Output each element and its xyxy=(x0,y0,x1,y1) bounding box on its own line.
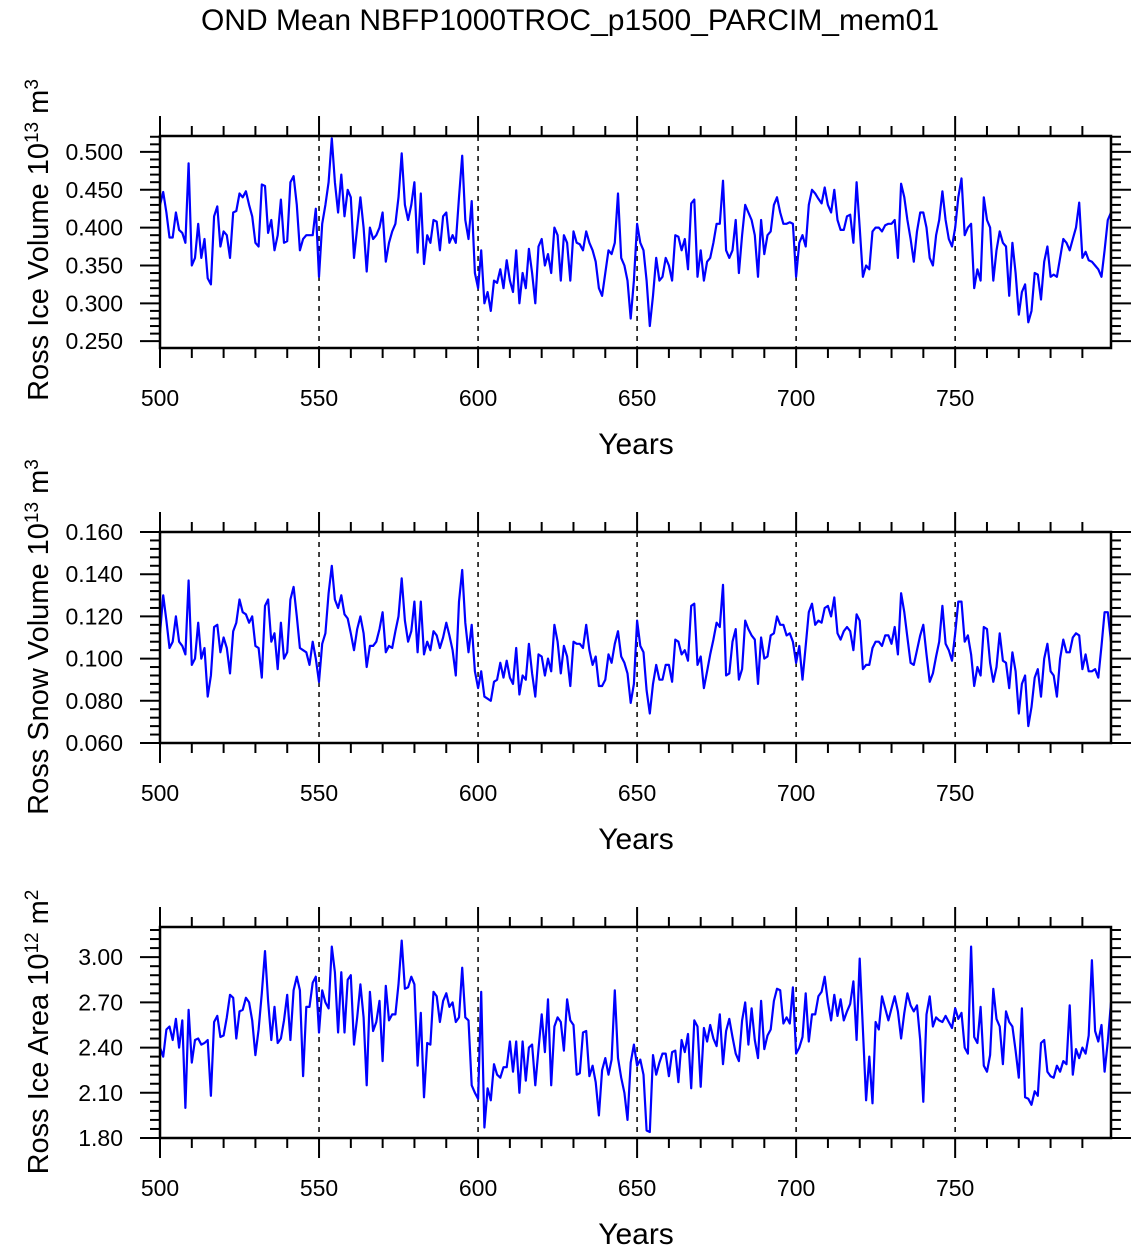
x-tick-label: 750 xyxy=(936,780,974,806)
plot-frame xyxy=(158,925,1113,1140)
y-tick-label: 1.80 xyxy=(78,1125,123,1151)
y-axis-label-ice-volume: Ross Ice Volume 1013 m3 xyxy=(22,79,56,401)
y-label-text: m xyxy=(23,90,55,122)
x-tick-label: 500 xyxy=(141,780,179,806)
y-tick-label: 2.10 xyxy=(78,1080,123,1106)
y-label-exponent: 3 xyxy=(22,79,43,90)
y-tick-label: 0.500 xyxy=(65,139,123,165)
y-tick-label: 0.060 xyxy=(65,730,123,756)
y-tick-label: 0.160 xyxy=(65,519,123,545)
y-tick-label: 0.300 xyxy=(65,290,123,316)
x-tick-label: 700 xyxy=(777,780,815,806)
x-tick-label: 700 xyxy=(777,385,815,411)
y-label-text: Ross Snow Volume 10 xyxy=(23,523,55,815)
y-tick-label: 3.00 xyxy=(78,944,123,970)
y-axis-label-snow-volume: Ross Snow Volume 1013 m3 xyxy=(22,459,56,815)
x-tick-label: 750 xyxy=(936,385,974,411)
x-tick-label: 600 xyxy=(459,385,497,411)
y-label-exponent: 12 xyxy=(22,932,43,953)
x-tick-label: 500 xyxy=(141,385,179,411)
y-label-text: m xyxy=(23,900,55,932)
x-tick-label: 650 xyxy=(618,1175,656,1201)
x-tick-label: 650 xyxy=(618,385,656,411)
y-tick-label: 0.120 xyxy=(65,603,123,629)
plot-frame xyxy=(158,530,1113,745)
x-axis-label: Years xyxy=(598,428,674,461)
y-label-exponent: 2 xyxy=(22,890,43,901)
y-label-text: m xyxy=(23,470,55,502)
x-tick-label: 750 xyxy=(936,1175,974,1201)
y-tick-label: 0.250 xyxy=(65,328,123,354)
x-axis-label: Years xyxy=(598,823,674,856)
panel-2: 500 550 600 650 700 750 Years 0.060 0.080 0.100 0.… xyxy=(65,512,1131,856)
figure-title: OND Mean NBFP1000TROC_p1500_PARCIM_mem01 xyxy=(201,4,939,37)
x-tick-label: 500 xyxy=(141,1175,179,1201)
y-tick-label: 0.080 xyxy=(65,688,123,714)
y-label-text: Ross Ice Volume 10 xyxy=(23,143,55,401)
x-tick-label: 650 xyxy=(618,780,656,806)
y-tick-label: 2.70 xyxy=(78,989,123,1015)
x-axis-label: Years xyxy=(598,1218,674,1250)
panel-3: 500 550 600 650 700 750 Years 1.80 2.10 2.40 2.70 3… xyxy=(78,907,1131,1250)
series-line-ross-snow-volume xyxy=(158,564,1113,728)
y-tick-label: 0.450 xyxy=(65,177,123,203)
x-tick-label: 600 xyxy=(459,780,497,806)
y-axis-label-ice-area: Ross Ice Area 1012 m2 xyxy=(22,890,56,1175)
y-tick-label: 2.40 xyxy=(78,1035,123,1061)
y-label-text: Ross Ice Area 10 xyxy=(23,954,55,1175)
x-tick-label: 550 xyxy=(300,1175,338,1201)
y-tick-label: 0.400 xyxy=(65,215,123,241)
x-tick-label: 600 xyxy=(459,1175,497,1201)
y-tick-label: 0.100 xyxy=(65,646,123,672)
y-tick-label: 0.350 xyxy=(65,252,123,278)
y-label-exponent: 13 xyxy=(22,502,43,523)
x-tick-label: 550 xyxy=(300,780,338,806)
panel-1: 500 550 600 650 700 750 Years 0.250 0.300 0.350 0.… xyxy=(65,116,1131,461)
series-line-ross-ice-volume xyxy=(158,137,1113,328)
y-label-exponent: 13 xyxy=(22,122,43,143)
y-label-exponent: 3 xyxy=(22,459,43,470)
x-tick-label: 700 xyxy=(777,1175,815,1201)
x-tick-label: 550 xyxy=(300,385,338,411)
y-tick-label: 0.140 xyxy=(65,561,123,587)
series-line-ross-ice-area xyxy=(158,939,1113,1134)
